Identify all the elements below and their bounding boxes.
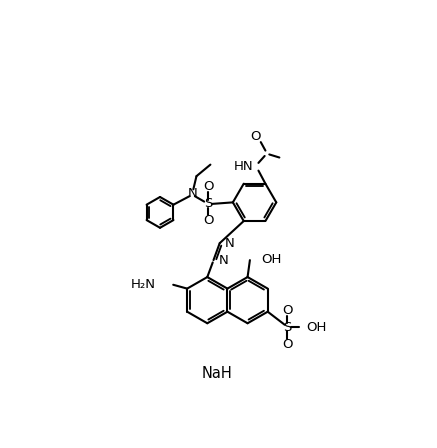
Text: O: O — [203, 214, 213, 227]
Text: H₂N: H₂N — [131, 278, 156, 291]
Text: NaH: NaH — [202, 366, 233, 381]
Text: O: O — [282, 337, 292, 350]
Text: N: N — [219, 254, 229, 267]
Text: O: O — [282, 304, 292, 317]
Text: O: O — [250, 130, 260, 143]
Text: S: S — [283, 321, 291, 334]
Text: S: S — [204, 198, 212, 211]
Text: HN: HN — [233, 160, 253, 173]
Text: N: N — [225, 237, 235, 250]
Text: OH: OH — [261, 253, 282, 266]
Text: OH: OH — [306, 321, 327, 334]
Text: O: O — [203, 181, 213, 194]
Text: N: N — [188, 187, 198, 200]
